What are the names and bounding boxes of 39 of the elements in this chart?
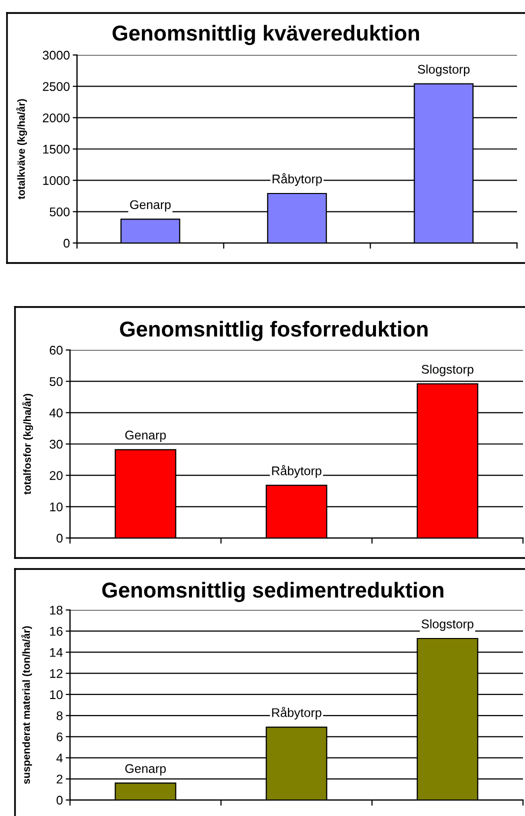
y-tick-label: 18: [50, 606, 63, 615]
x-tick-label: Genarp: [130, 200, 171, 212]
y-axis-title: totalkväve (kg/ha/år): [16, 99, 27, 200]
x-tick-label: Genarp: [125, 430, 166, 442]
y-tick-label: 2: [56, 774, 62, 784]
x-tick-label: Genarp: [125, 764, 166, 776]
y-tick-label: 1500: [43, 144, 70, 154]
y-tick-label: 60: [50, 346, 63, 355]
y-tick-label: 20: [50, 471, 63, 480]
y-tick-label: 2000: [42, 113, 70, 122]
y-tick-label: 3000: [42, 50, 70, 60]
y-tick-label: 0: [64, 238, 70, 248]
chart-title: Genomsnittlig kvävereduktion: [112, 24, 419, 46]
y-axis-title: totalfosfor (kg/ha/år): [22, 394, 33, 495]
y-tick-label: 4: [56, 754, 63, 762]
x-tick-label: Råbytorp: [272, 173, 322, 186]
x-tick-label: Slogstorp: [422, 364, 474, 376]
y-tick-label: 8: [56, 711, 63, 720]
y-tick-label: 0: [56, 796, 63, 805]
x-tick-label: Råbytorp: [272, 465, 322, 478]
y-tick-label: 1000: [43, 176, 70, 185]
y-tick-label: 16: [50, 626, 63, 636]
y-tick-label: 500: [50, 207, 70, 216]
y-tick-label: 50: [50, 377, 63, 386]
y-tick-label: 10: [50, 690, 63, 700]
x-tick-label: Råbytorp: [272, 706, 322, 720]
y-tick-label: 0: [56, 534, 63, 543]
chart-title: Genomsnittlig sedimentreduktion: [102, 582, 444, 602]
y-axis-title: suspenderat material (ton/ha/år): [21, 626, 32, 784]
y-tick-label: 10: [50, 502, 63, 512]
y-tick-label: 14: [50, 648, 63, 657]
y-tick-label: 12: [50, 669, 62, 678]
y-tick-label: 6: [56, 732, 63, 742]
x-tick-label: Slogstorp: [418, 64, 470, 76]
y-tick-label: 40: [49, 408, 63, 418]
y-tick-label: 30: [50, 440, 63, 449]
chart-title: Genomsnittlig fosforreduktion: [120, 320, 428, 342]
x-tick-label: Slogstorp: [422, 619, 474, 631]
y-tick-label: 2500: [42, 82, 70, 91]
